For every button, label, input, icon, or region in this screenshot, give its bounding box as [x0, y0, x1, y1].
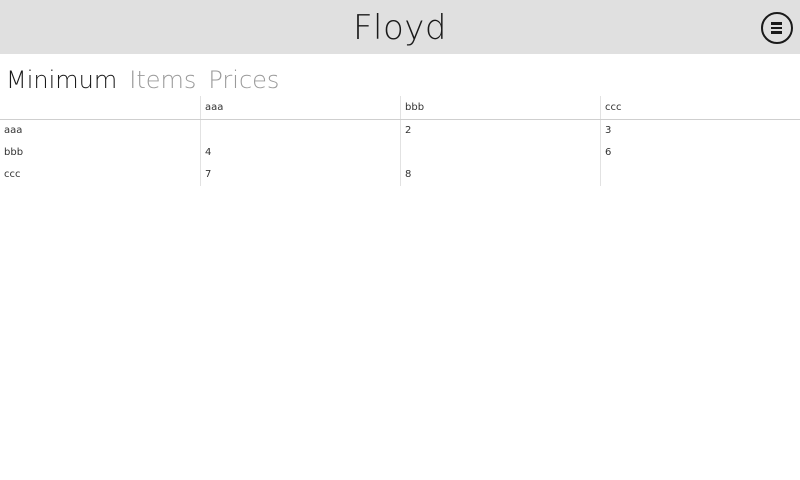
grid-cell[interactable]: 7 — [200, 164, 400, 186]
grid-cell[interactable]: 6 — [600, 142, 800, 164]
grid-row-header: bbb — [4, 147, 24, 158]
app-title: Floyd — [352, 8, 447, 48]
grid-row: bbb 4 6 — [0, 142, 800, 164]
tab-items[interactable]: Items — [129, 66, 197, 94]
grid-row: aaa 2 3 — [0, 120, 800, 142]
grid-row-header: aaa — [4, 125, 23, 136]
grid-cell[interactable] — [200, 120, 400, 142]
distance-grid: aaa bbb ccc aaa 2 3 bbb 4 6 ccc 7 8 — [0, 96, 800, 186]
grid-row-header: ccc — [4, 169, 21, 180]
grid-header-corner — [0, 96, 200, 119]
title-bar: Floyd — [0, 0, 800, 54]
tab-prices[interactable]: Prices — [208, 66, 280, 94]
grid-column-header: ccc — [600, 96, 800, 119]
grid-header-row: aaa bbb ccc — [0, 96, 800, 120]
grid-cell[interactable]: 2 — [400, 120, 600, 142]
tab-bar: Minimum Items Prices — [6, 64, 279, 96]
grid-column-header: aaa — [200, 96, 400, 119]
grid-cell[interactable]: 4 — [200, 142, 400, 164]
grid-row: ccc 7 8 — [0, 164, 800, 186]
grid-cell[interactable] — [600, 164, 800, 186]
tab-minimum[interactable]: Minimum — [6, 66, 118, 94]
menu-bar-bottom — [771, 31, 782, 34]
grid-column-header: bbb — [400, 96, 600, 119]
grid-cell[interactable]: 3 — [600, 120, 800, 142]
menu-icon[interactable] — [761, 12, 793, 44]
grid-cell[interactable]: 8 — [400, 164, 600, 186]
grid-cell[interactable] — [400, 142, 600, 164]
menu-bar-top — [771, 22, 782, 25]
menu-bar-middle — [771, 26, 782, 29]
